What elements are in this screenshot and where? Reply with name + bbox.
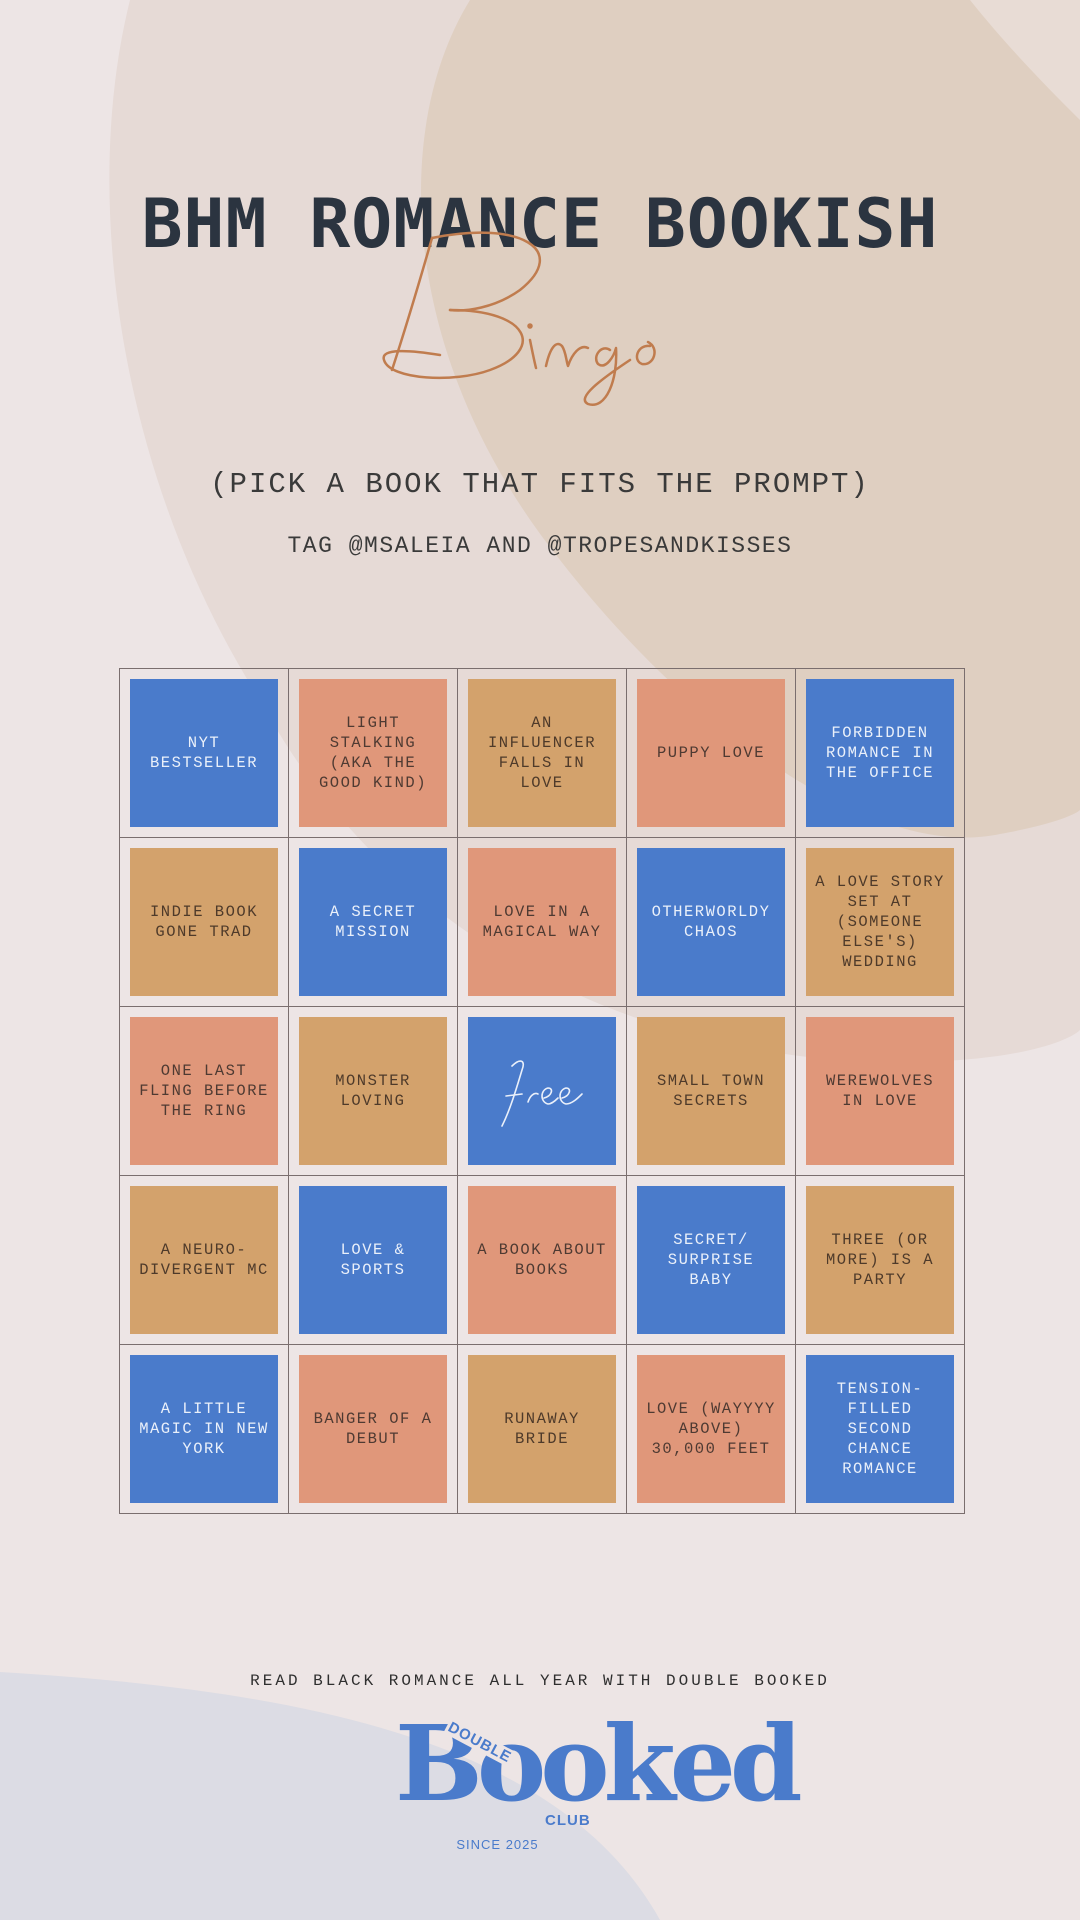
- bingo-cell: TENSION-FILLED SECOND CHANCE ROMANCE: [796, 1345, 965, 1514]
- bingo-square[interactable]: LOVE IN A MAGICAL WAY: [468, 848, 616, 996]
- bingo-cell: A LITTLE MAGIC IN NEW YORK: [120, 1345, 289, 1514]
- bingo-cell: SECRET/ SURPRISE BABY: [627, 1176, 796, 1345]
- background-corner-top-right: [970, 0, 1080, 120]
- bingo-square[interactable]: LIGHT STALKING (AKA THE GOOD KIND): [299, 679, 447, 827]
- bingo-square[interactable]: LOVE & SPORTS: [299, 1186, 447, 1334]
- bingo-cell: ONE LAST FLING BEFORE THE RING: [120, 1007, 289, 1176]
- bingo-cell: LOVE (WAYYYY ABOVE) 30,000 FEET: [627, 1345, 796, 1514]
- bingo-card: NYT BESTSELLER LIGHT STALKING (AKA THE GO…: [119, 668, 965, 1514]
- bingo-square[interactable]: SECRET/ SURPRISE BABY: [637, 1186, 785, 1334]
- bingo-cell: LIGHT STALKING (AKA THE GOOD KIND): [289, 669, 458, 838]
- bingo-square[interactable]: FORBIDDEN ROMANCE IN THE OFFICE: [806, 679, 954, 827]
- bingo-square[interactable]: A BOOK ABOUT BOOKS: [468, 1186, 616, 1334]
- bingo-square[interactable]: OTHERWORLDY CHAOS: [637, 848, 785, 996]
- bingo-cell: A LOVE STORY SET AT (SOMEONE ELSE'S) WED…: [796, 838, 965, 1007]
- bingo-square[interactable]: WEREWOLVES IN LOVE: [806, 1017, 954, 1165]
- bingo-cell: OTHERWORLDY CHAOS: [627, 838, 796, 1007]
- bingo-square[interactable]: BANGER OF A DEBUT: [299, 1355, 447, 1503]
- since-label: SINCE 2025: [456, 1837, 539, 1852]
- bingo-square[interactable]: NYT BESTSELLER: [130, 679, 278, 827]
- bingo-cell: MONSTER LOVING: [289, 1007, 458, 1176]
- bingo-cell: FORBIDDEN ROMANCE IN THE OFFICE: [796, 669, 965, 838]
- bingo-cell: NYT BESTSELLER: [120, 669, 289, 838]
- bingo-cell: SMALL TOWN SECRETS: [627, 1007, 796, 1176]
- bingo-cell: INDIE BOOK GONE TRAD: [120, 838, 289, 1007]
- free-script-word: [501, 1060, 583, 1127]
- background-blob-tan: [421, 0, 1080, 838]
- bingo-square[interactable]: RUNAWAY BRIDE: [468, 1355, 616, 1503]
- bingo-square-free[interactable]: [468, 1017, 616, 1165]
- bingo-cell: AN INFLUENCER FALLS IN LOVE: [458, 669, 627, 838]
- bingo-cell: BANGER OF A DEBUT: [289, 1345, 458, 1514]
- bingo-square[interactable]: ONE LAST FLING BEFORE THE RING: [130, 1017, 278, 1165]
- logo-club: CLUB: [545, 1812, 591, 1829]
- bingo-square[interactable]: A NEURO-DIVERGENT MC: [130, 1186, 278, 1334]
- bingo-cell: RUNAWAY BRIDE: [458, 1345, 627, 1514]
- bingo-square[interactable]: MONSTER LOVING: [299, 1017, 447, 1165]
- bingo-square[interactable]: THREE (OR MORE) IS A PARTY: [806, 1186, 954, 1334]
- bingo-cell: A BOOK ABOUT BOOKS: [458, 1176, 627, 1345]
- logo-booked: Booked: [395, 1702, 803, 1825]
- bingo-cell: THREE (OR MORE) IS A PARTY: [796, 1176, 965, 1345]
- bingo-cell: LOVE IN A MAGICAL WAY: [458, 838, 627, 1007]
- bingo-square[interactable]: A SECRET MISSION: [299, 848, 447, 996]
- bingo-cell: [458, 1007, 627, 1176]
- bingo-script-word: [382, 231, 656, 406]
- bingo-square[interactable]: AN INFLUENCER FALLS IN LOVE: [468, 679, 616, 827]
- bingo-cell: PUPPY LOVE: [627, 669, 796, 838]
- bingo-square[interactable]: A LITTLE MAGIC IN NEW YORK: [130, 1355, 278, 1503]
- tag-accounts: TAG @MSALEIA AND @TROPESANDKISSES: [287, 533, 793, 559]
- page-title: BHM ROMANCE BOOKISH: [141, 185, 939, 264]
- bingo-square[interactable]: TENSION-FILLED SECOND CHANCE ROMANCE: [806, 1355, 954, 1503]
- prompt-instruction: (PICK A BOOK THAT FITS THE PROMPT): [210, 468, 870, 501]
- bingo-square[interactable]: LOVE (WAYYYY ABOVE) 30,000 FEET: [637, 1355, 785, 1503]
- bingo-cell: A NEURO-DIVERGENT MC: [120, 1176, 289, 1345]
- double-booked-logo: Booked DOUBLE CLUB: [395, 1704, 803, 1832]
- footer-text: READ BLACK ROMANCE ALL YEAR WITH DOUBLE …: [250, 1672, 830, 1690]
- bingo-square[interactable]: PUPPY LOVE: [637, 679, 785, 827]
- bingo-cell: A SECRET MISSION: [289, 838, 458, 1007]
- bingo-square[interactable]: SMALL TOWN SECRETS: [637, 1017, 785, 1165]
- bingo-square[interactable]: INDIE BOOK GONE TRAD: [130, 848, 278, 996]
- background-blob-bottom-left: [0, 1672, 660, 1920]
- bingo-cell: WEREWOLVES IN LOVE: [796, 1007, 965, 1176]
- bingo-cell: LOVE & SPORTS: [289, 1176, 458, 1345]
- bingo-square[interactable]: A LOVE STORY SET AT (SOMEONE ELSE'S) WED…: [806, 848, 954, 996]
